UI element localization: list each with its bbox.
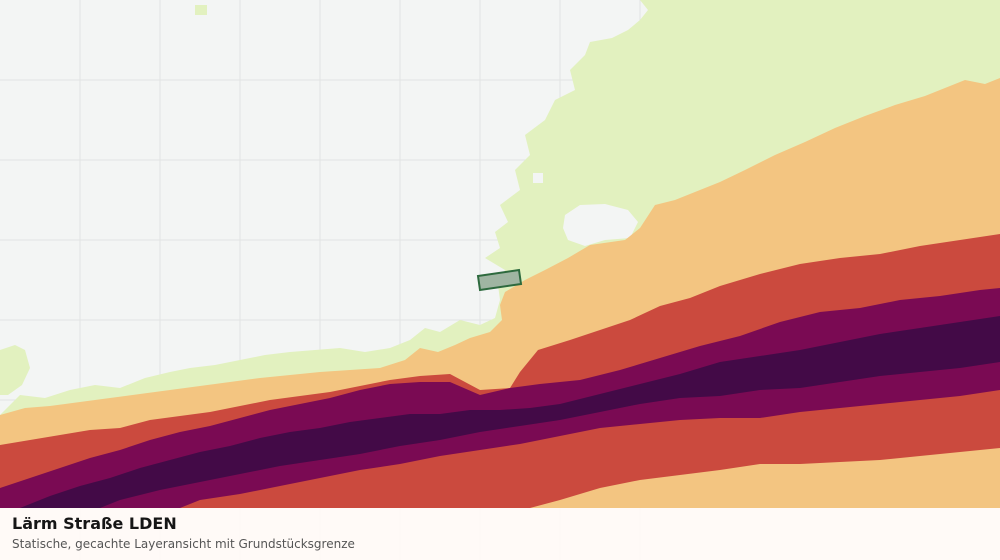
- unaffected-area-speck: [533, 173, 543, 183]
- layer-subtitle: Statische, gecachte Layeransicht mit Gru…: [12, 537, 355, 551]
- unaffected-area-hole: [563, 204, 638, 246]
- noise-band-light-left-patch: [0, 345, 30, 395]
- noise-band-dark: [20, 316, 1000, 508]
- noise-band-light-speck: [195, 5, 207, 15]
- layer-title: Lärm Straße LDEN: [12, 514, 177, 533]
- parcel-boundary[interactable]: [476, 268, 523, 292]
- layer-caption: Lärm Straße LDEN Statische, gecachte Lay…: [0, 508, 1000, 560]
